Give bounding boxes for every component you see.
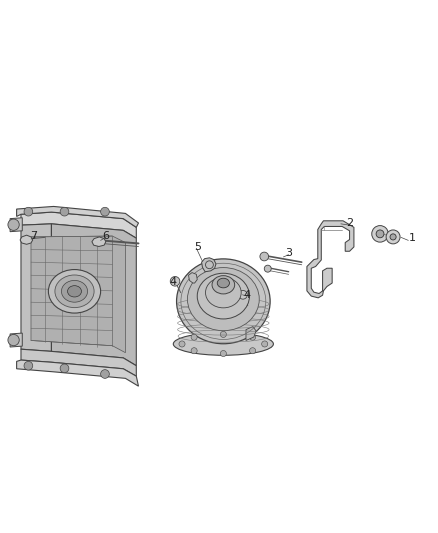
- Circle shape: [191, 334, 197, 340]
- Ellipse shape: [177, 259, 270, 344]
- Polygon shape: [201, 258, 216, 272]
- Circle shape: [191, 348, 197, 354]
- Circle shape: [8, 219, 19, 230]
- Circle shape: [264, 265, 271, 272]
- Circle shape: [376, 230, 384, 238]
- Polygon shape: [20, 235, 33, 244]
- Ellipse shape: [173, 333, 273, 356]
- Circle shape: [390, 234, 396, 240]
- Text: 2: 2: [346, 218, 353, 228]
- Polygon shape: [21, 224, 51, 351]
- Polygon shape: [10, 218, 22, 232]
- Text: 7: 7: [31, 231, 38, 241]
- Ellipse shape: [48, 270, 101, 313]
- Circle shape: [250, 348, 256, 354]
- Circle shape: [250, 334, 256, 340]
- Text: 6: 6: [102, 231, 110, 241]
- Ellipse shape: [197, 273, 250, 319]
- Text: 5: 5: [194, 242, 201, 252]
- Text: 3: 3: [285, 248, 292, 259]
- Circle shape: [386, 230, 400, 244]
- Circle shape: [220, 332, 226, 337]
- Polygon shape: [17, 360, 138, 386]
- Ellipse shape: [55, 275, 94, 308]
- Text: 4: 4: [170, 277, 177, 287]
- Polygon shape: [31, 236, 125, 353]
- Circle shape: [24, 207, 33, 216]
- Ellipse shape: [212, 276, 235, 294]
- Circle shape: [372, 225, 389, 242]
- Text: 1: 1: [409, 233, 416, 243]
- Ellipse shape: [217, 278, 230, 288]
- Circle shape: [60, 364, 69, 373]
- Ellipse shape: [187, 268, 259, 330]
- Ellipse shape: [61, 280, 88, 302]
- Circle shape: [260, 252, 268, 261]
- Circle shape: [261, 341, 268, 347]
- Circle shape: [179, 341, 185, 347]
- Circle shape: [60, 207, 69, 216]
- Ellipse shape: [205, 277, 241, 308]
- Circle shape: [220, 351, 226, 357]
- Ellipse shape: [67, 286, 81, 297]
- Circle shape: [8, 334, 19, 346]
- Polygon shape: [21, 212, 136, 238]
- Polygon shape: [21, 349, 136, 376]
- Circle shape: [170, 277, 180, 286]
- Polygon shape: [17, 206, 138, 228]
- Polygon shape: [188, 272, 197, 283]
- Circle shape: [101, 370, 110, 378]
- Circle shape: [239, 290, 247, 299]
- Circle shape: [24, 361, 33, 370]
- Polygon shape: [10, 333, 22, 347]
- Polygon shape: [307, 221, 354, 298]
- Polygon shape: [246, 327, 256, 341]
- Polygon shape: [51, 224, 136, 366]
- Circle shape: [101, 207, 110, 216]
- Text: 4: 4: [244, 290, 251, 300]
- Polygon shape: [92, 237, 106, 246]
